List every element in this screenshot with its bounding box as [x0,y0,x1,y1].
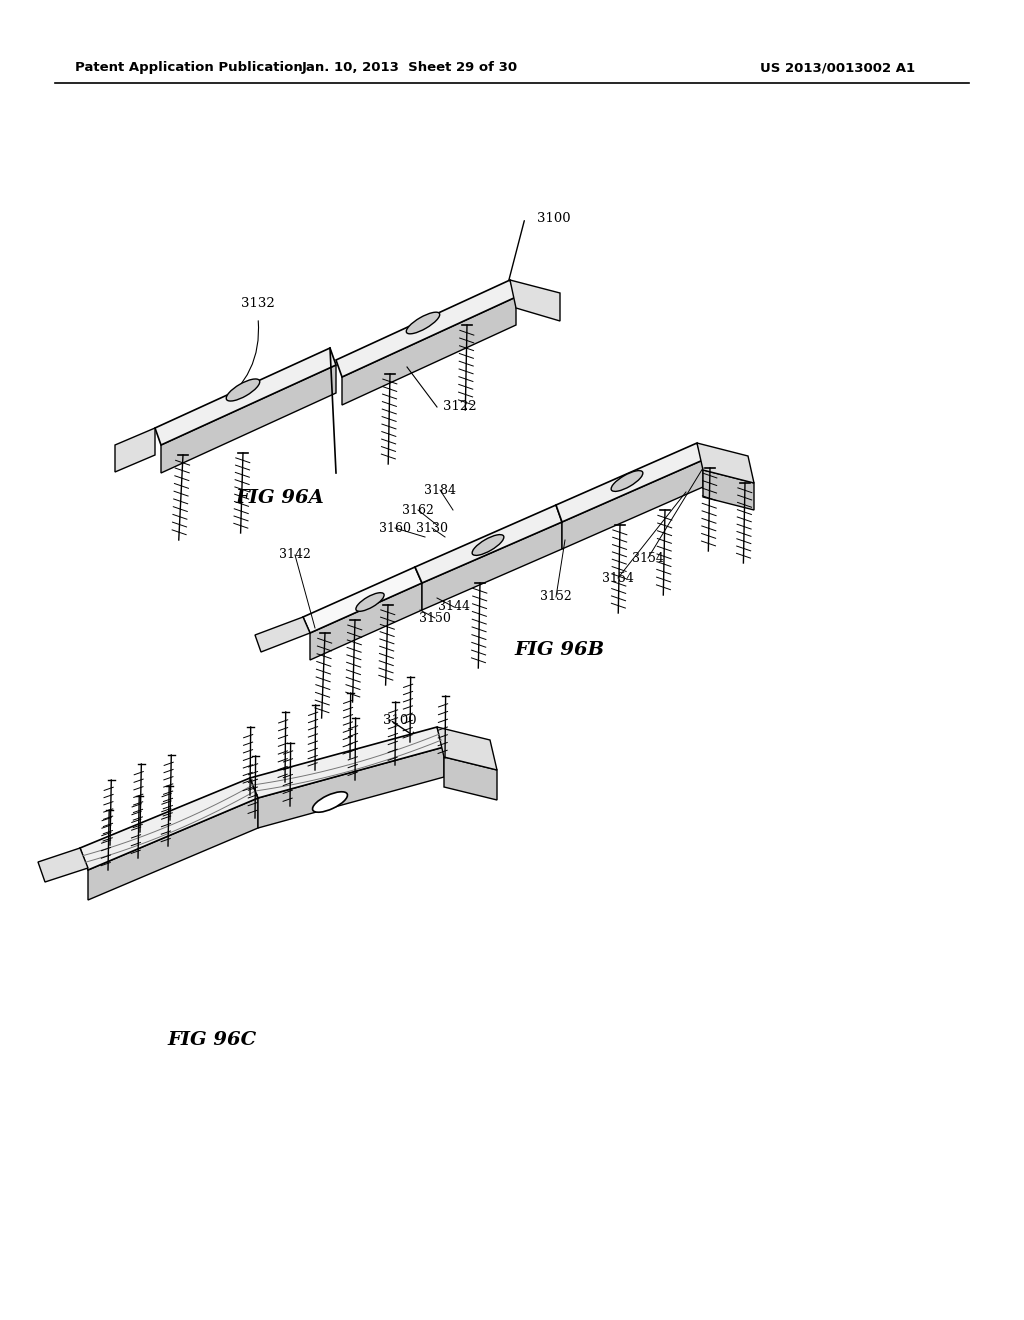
Polygon shape [161,366,336,473]
Polygon shape [88,799,258,900]
Polygon shape [444,756,497,800]
Ellipse shape [356,593,384,611]
Text: 3144: 3144 [438,601,470,614]
Polygon shape [415,506,562,583]
Text: 3152: 3152 [540,590,571,603]
Text: 3154: 3154 [602,572,634,585]
Text: 3100: 3100 [383,714,417,726]
Ellipse shape [312,792,347,812]
Text: 3162: 3162 [402,503,434,516]
Ellipse shape [611,471,643,491]
Ellipse shape [472,535,504,556]
Text: 3130: 3130 [416,521,449,535]
Text: 3160: 3160 [379,521,411,535]
Polygon shape [556,444,703,521]
Polygon shape [562,459,703,549]
Ellipse shape [407,312,439,334]
Text: FIG 96B: FIG 96B [515,642,605,659]
Text: FIG 96C: FIG 96C [168,1031,257,1049]
Text: FIG 96A: FIG 96A [236,488,325,507]
Polygon shape [155,348,336,445]
Text: 3150: 3150 [419,611,451,624]
Polygon shape [115,428,155,473]
Polygon shape [342,297,516,405]
Text: 3184: 3184 [424,483,456,496]
Text: 3122: 3122 [443,400,476,413]
Polygon shape [303,568,422,634]
Text: 3100: 3100 [720,474,754,487]
Text: Patent Application Publication: Patent Application Publication [75,62,303,74]
Polygon shape [255,616,310,652]
Polygon shape [250,727,444,799]
Polygon shape [422,521,562,610]
Text: 3142: 3142 [280,549,311,561]
Polygon shape [80,777,258,870]
Polygon shape [38,847,88,882]
Text: Jan. 10, 2013  Sheet 29 of 30: Jan. 10, 2013 Sheet 29 of 30 [302,62,518,74]
Text: 3132: 3132 [241,297,274,310]
Ellipse shape [226,379,260,401]
Polygon shape [510,280,560,321]
Polygon shape [310,583,422,660]
Text: US 2013/0013002 A1: US 2013/0013002 A1 [760,62,915,74]
Polygon shape [258,747,444,828]
Text: 3100: 3100 [537,211,570,224]
Polygon shape [336,280,516,378]
Polygon shape [697,444,754,483]
Polygon shape [703,470,754,510]
Text: 3154: 3154 [632,552,664,565]
Polygon shape [437,727,497,770]
